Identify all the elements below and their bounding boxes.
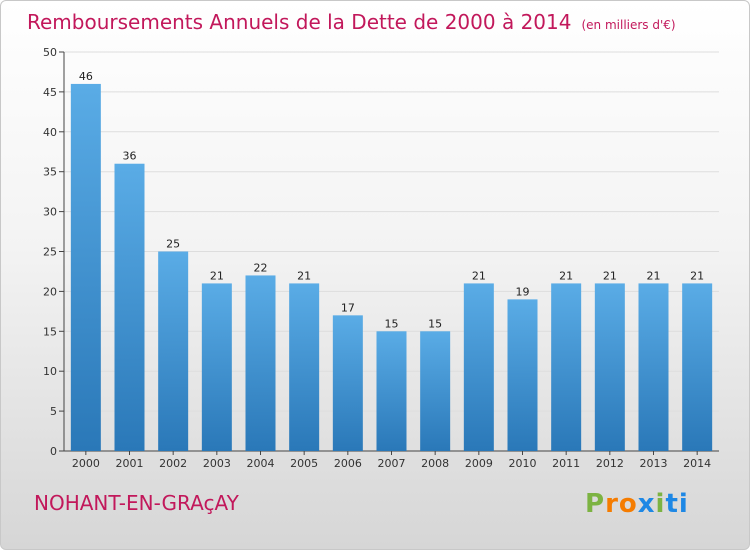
- x-tick-label: 2008: [421, 457, 449, 470]
- x-tick-label: 2011: [552, 457, 580, 470]
- logo-letter: r: [605, 489, 619, 519]
- x-tick-label: 2004: [247, 457, 275, 470]
- x-tick-label: 2005: [290, 457, 318, 470]
- y-tick-label: 20: [43, 285, 57, 298]
- y-tick-label: 25: [43, 246, 57, 259]
- logo-letter: x: [637, 489, 656, 519]
- bar[interactable]: [507, 299, 538, 451]
- y-tick-label: 50: [43, 46, 57, 59]
- bar[interactable]: [114, 163, 145, 451]
- x-tick-label: 2000: [72, 457, 100, 470]
- y-tick-label: 40: [43, 126, 57, 139]
- x-tick-label: 2007: [378, 457, 406, 470]
- bar-value-label: 15: [428, 317, 442, 330]
- bar[interactable]: [158, 251, 189, 452]
- bar-value-label: 21: [210, 269, 224, 282]
- proxiti-logo[interactable]: Proxiti: [585, 489, 689, 519]
- bar[interactable]: [70, 83, 101, 452]
- bar[interactable]: [463, 283, 494, 451]
- logo-letter: i: [655, 489, 666, 519]
- bar[interactable]: [638, 283, 669, 451]
- bar-value-label: 21: [472, 269, 486, 282]
- bar-value-label: 46: [79, 70, 93, 83]
- x-tick-label: 2013: [640, 457, 668, 470]
- bar-value-label: 21: [603, 269, 617, 282]
- x-tick-label: 2012: [596, 457, 624, 470]
- bar-value-label: 19: [516, 285, 530, 298]
- bar-value-label: 21: [647, 269, 661, 282]
- bar-value-label: 21: [690, 269, 704, 282]
- y-tick-label: 10: [43, 365, 57, 378]
- bar[interactable]: [551, 283, 582, 451]
- bar[interactable]: [201, 283, 232, 451]
- bar[interactable]: [289, 283, 320, 451]
- bar-value-label: 17: [341, 301, 355, 314]
- x-tick-label: 2002: [159, 457, 187, 470]
- x-tick-label: 2009: [465, 457, 493, 470]
- x-tick-label: 2014: [683, 457, 711, 470]
- chart-subtitle: (en milliers d'€): [581, 18, 676, 32]
- x-tick-label: 2006: [334, 457, 362, 470]
- logo-letter: i: [678, 489, 689, 519]
- x-tick-label: 2001: [116, 457, 144, 470]
- x-tick-label: 2003: [203, 457, 231, 470]
- bar-value-label: 15: [385, 317, 399, 330]
- chart-title-text: Remboursements Annuels de la Dette de 20…: [27, 10, 572, 34]
- y-tick-label: 45: [43, 86, 57, 99]
- bar[interactable]: [420, 331, 451, 451]
- y-tick-label: 0: [50, 445, 57, 458]
- bar[interactable]: [245, 275, 276, 451]
- bar[interactable]: [332, 315, 363, 451]
- y-tick-label: 15: [43, 325, 57, 338]
- bar-value-label: 22: [254, 261, 268, 274]
- bar-value-label: 25: [166, 238, 180, 251]
- bar-value-label: 36: [123, 150, 137, 163]
- y-tick-label: 30: [43, 206, 57, 219]
- bar[interactable]: [376, 331, 407, 451]
- bar-value-label: 21: [559, 269, 573, 282]
- y-tick-label: 5: [50, 405, 57, 418]
- bar[interactable]: [594, 283, 625, 451]
- bar[interactable]: [682, 283, 713, 451]
- y-tick-label: 35: [43, 166, 57, 179]
- x-tick-label: 2010: [509, 457, 537, 470]
- bar-value-label: 21: [297, 269, 311, 282]
- logo-letter: o: [618, 489, 638, 519]
- commune-name: NOHANT-EN-GRAçAY: [34, 491, 239, 515]
- logo-letter: P: [585, 489, 606, 519]
- chart-title: Remboursements Annuels de la Dette de 20…: [27, 10, 676, 34]
- logo-letter: t: [665, 489, 679, 519]
